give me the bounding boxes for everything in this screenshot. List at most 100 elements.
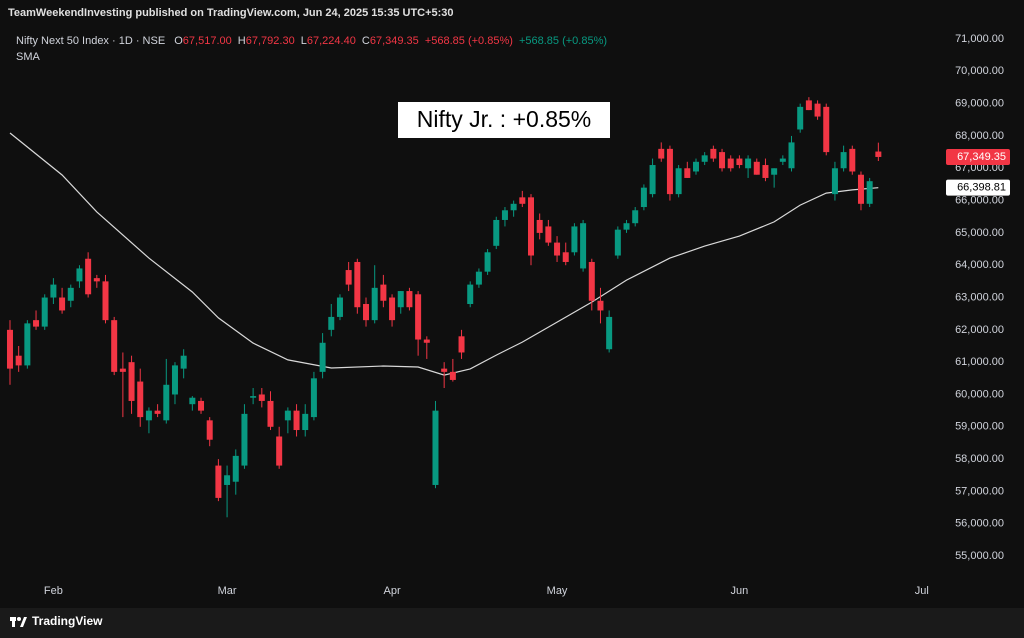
y-tick-label: 55,000.00 [955,550,1004,562]
candle-body [562,252,569,262]
candle-body [128,362,135,401]
candle-body [875,151,882,157]
candle-body [823,106,830,153]
legend-change: +568.85 (+0.85%) [425,35,513,47]
y-tick-label: 64,000.00 [955,259,1004,271]
candle-body [267,400,274,427]
candle-body [632,210,639,224]
candle-body [649,165,656,195]
candle-body [736,158,743,166]
candle-body [441,368,448,372]
legend-key: O [174,35,183,47]
candle-body [475,271,482,285]
y-tick-label: 71,000.00 [955,33,1004,45]
candle-body [606,316,613,350]
candle-body [154,410,161,414]
candle-body [597,300,604,311]
candle-body [293,410,300,431]
candle-body [224,475,231,485]
y-tick-label: 69,000.00 [955,98,1004,110]
y-tick-label: 62,000.00 [955,324,1004,336]
candle-body [24,323,31,366]
candle-body [675,168,682,195]
candle-body [745,158,752,169]
x-tick-label: Apr [384,585,401,597]
candle-body [102,281,109,321]
candle-body [666,148,673,195]
y-tick-label: 61,000.00 [955,356,1004,368]
candle-body [345,270,352,285]
candle-body [571,226,578,253]
candle-body [284,410,291,421]
y-tick-label: 58,000.00 [955,453,1004,465]
footer-brand: TradingView [32,614,103,628]
y-tick-label: 68,000.00 [955,130,1004,142]
y-tick-label: 67,000.00 [955,162,1004,174]
candle-body [15,355,22,366]
logo [10,617,27,627]
y-tick-label: 60,000.00 [955,388,1004,400]
candle-body [406,291,413,308]
candle-body [171,365,178,395]
candle-body [215,465,222,498]
legend-value: 67,792.30 [246,35,295,47]
candle-body [6,329,13,369]
candle-body [710,148,717,159]
candle-body [415,294,422,340]
x-tick-label: May [547,585,568,597]
annotation-box [398,102,610,138]
candle-body [580,223,587,269]
y-tick-label: 65,000.00 [955,227,1004,239]
x-tick-label: Mar [218,585,237,597]
candle-body [276,436,283,466]
candle-body [302,413,309,431]
legend-change: +568.85 (+0.85%) [519,35,607,47]
y-tick-label: 56,000.00 [955,518,1004,530]
candle-body [545,226,552,243]
candle-body [588,261,595,301]
candle-body [363,303,370,321]
annotation: Nifty Jr. : +0.85% [417,106,592,132]
candle-body [111,320,118,372]
candle-body [554,242,561,256]
candle-body [85,258,92,295]
candle-body [232,455,239,482]
symbol: Nifty Next 50 Index · 1D · NSE [16,35,165,47]
candle-body [779,158,786,162]
candle-body [614,229,621,256]
candle-body [389,297,396,321]
x-tick-label: Jun [731,585,749,597]
candle-body [198,400,205,411]
last-price-tag [946,148,1010,165]
candle-body [76,268,83,282]
sma-price-tag [946,179,1010,196]
sma-line [9,132,879,376]
candle-body [814,103,821,117]
candle-body [692,161,699,172]
candle-body [640,187,647,208]
candle-body [727,158,734,169]
candle-body [354,261,361,308]
candle-body [310,378,317,418]
y-tick-label: 66,000.00 [955,194,1004,206]
candle-body [319,342,326,372]
candle-body [41,297,48,327]
y-tick-label: 59,000.00 [955,421,1004,433]
candle-body [797,106,804,130]
candle-body [857,174,864,204]
x-tick-label: Jul [915,585,929,597]
footer-bar [0,608,1024,638]
candle-body [753,161,760,175]
candle-body [519,197,526,204]
candle-body [536,219,543,233]
candle-body [719,152,726,169]
candle-body [501,210,508,220]
candle-body [258,394,265,401]
legend-value: 67,517.00 [183,35,232,47]
legend-value: 67,224.40 [307,35,356,47]
candle-body [397,291,404,308]
candle-body [458,336,465,353]
candle-body [250,396,257,398]
